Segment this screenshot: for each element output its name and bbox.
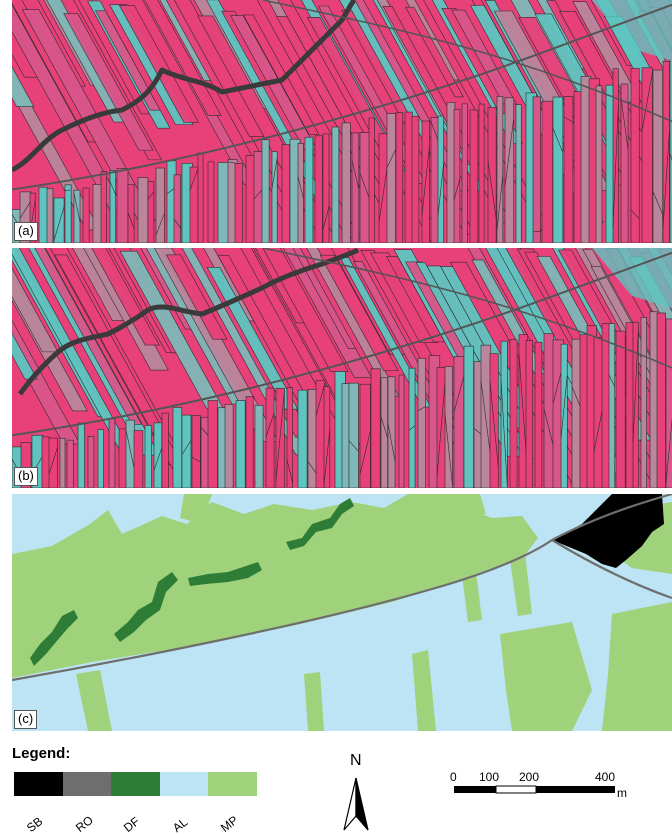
df-patch-3 <box>114 572 178 642</box>
mp-zone-strip-5 <box>304 672 324 731</box>
legend-swatches <box>14 772 257 796</box>
mp-zone-strip-4 <box>412 650 436 731</box>
scale-unit: m <box>617 786 627 800</box>
panel-b-label: (b) <box>14 467 38 486</box>
legend-swatch-ro <box>62 772 112 796</box>
north-letter: N <box>350 752 362 769</box>
road-diagonal <box>262 0 672 123</box>
scale-tick-400: 400 <box>595 770 616 784</box>
road-diagonal <box>551 539 672 600</box>
road-northeast <box>551 494 672 541</box>
mp-zone-lower-right <box>602 602 672 731</box>
river <box>17 248 360 396</box>
north-arrow: N <box>338 752 378 832</box>
df-patch-2 <box>188 562 262 586</box>
legend-label-sb: SB <box>24 814 46 835</box>
north-arrow-icon <box>343 777 369 831</box>
mp-zone-top-mid <box>442 494 486 522</box>
mp-zone-lower-left <box>76 670 112 731</box>
road-main <box>12 3 672 191</box>
mp-zone-strip-1 <box>356 528 394 600</box>
legend-title: Legend: <box>12 745 71 762</box>
panel-a-label: (a) <box>14 222 38 241</box>
scale-tick-0: 0 <box>450 770 457 784</box>
road-main <box>12 251 672 437</box>
scale-bar-graphic <box>454 785 615 794</box>
legend-swatch-al <box>159 772 209 796</box>
legend-swatch-mp <box>208 772 257 796</box>
panel-a-imagery: (a) <box>12 0 672 243</box>
mp-zone-lower-mid <box>500 622 592 731</box>
panel-c-label: (c) <box>14 710 38 729</box>
imagery-map-a <box>12 0 672 243</box>
scale-tick-200: 200 <box>519 770 540 784</box>
vertical-parcels <box>12 59 672 243</box>
legend-labels: SB RO DF AL MP <box>14 802 259 835</box>
mp-zone-upper-left <box>12 494 538 678</box>
scale-bar: 0 100 200 400 m <box>444 770 664 810</box>
df-patch-1 <box>286 498 354 550</box>
sb-patch <box>552 494 664 568</box>
cyan-corner <box>592 248 672 308</box>
legend-swatch-sb <box>14 772 63 796</box>
df-patch-4 <box>30 610 78 666</box>
classification-map <box>12 494 672 731</box>
road-diagonal <box>262 248 672 369</box>
panel-b-imagery: (b) <box>12 248 672 488</box>
river <box>12 0 357 173</box>
legend-label-df: DF <box>121 814 143 835</box>
panel-c-classification: (c) <box>12 494 672 731</box>
mp-zone-strip-3 <box>508 544 532 616</box>
road-main <box>12 539 553 682</box>
mp-zone-strip-2 <box>460 556 482 622</box>
legend-swatch-df <box>111 772 160 796</box>
legend-label-al: AL <box>169 814 190 835</box>
scale-tick-100: 100 <box>479 770 500 784</box>
legend-label-ro: RO <box>72 812 96 835</box>
cyan-corner <box>592 0 672 61</box>
vertical-parcels <box>12 311 672 488</box>
imagery-map-b <box>12 248 672 488</box>
legend-label-mp: MP <box>218 812 242 835</box>
mp-zone-top-strip <box>180 494 212 524</box>
